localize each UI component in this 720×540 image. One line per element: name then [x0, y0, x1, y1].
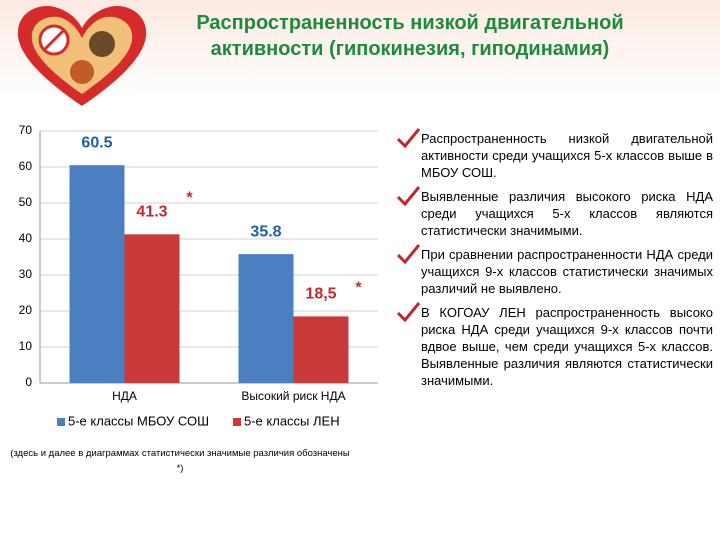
x-tick-label: Высокий риск НДА — [241, 389, 345, 403]
bullet: В КОГОАУ ЛЕН распространенность высоко р… — [395, 302, 713, 389]
legend-swatch — [233, 418, 241, 426]
bullet-text: При сравнении распространенности НДА сре… — [421, 247, 713, 296]
check-icon — [396, 302, 421, 323]
legend-label: 5-е классы МБОУ СОШ — [68, 413, 209, 428]
check-icon — [396, 244, 421, 265]
y-tick-label: 40 — [19, 231, 33, 245]
y-tick-label: 60 — [19, 159, 33, 173]
bar — [69, 165, 125, 383]
footnote: (здесь и далее в диаграммах статистическ… — [10, 448, 350, 474]
bullet: При сравнении распространенности НДА сре… — [395, 244, 713, 297]
value-label: 60.5 — [81, 134, 112, 151]
check-icon — [396, 186, 421, 207]
legend-swatch — [57, 418, 65, 426]
significance-mark: * — [355, 280, 362, 297]
y-tick-label: 0 — [25, 375, 32, 389]
bullet-list: Распространенность низкой двигательной а… — [395, 128, 713, 396]
check-icon — [396, 128, 421, 149]
y-tick-label: 20 — [19, 303, 33, 317]
chart: 0 10 20 30 40 50 60 70 НДА 60.5 41.3 * Высокий риск … — [19, 123, 378, 428]
bullet-text: Выявленные различия высокого риска НДА с… — [421, 189, 713, 238]
bullet-text: В КОГОАУ ЛЕН распространенность высоко р… — [421, 305, 713, 388]
legend-label: 5-е классы ЛЕН — [244, 413, 340, 428]
heart-logo — [17, 6, 147, 106]
bar — [293, 316, 349, 383]
value-label: 18,5 — [305, 286, 336, 303]
bullet-text: Распространенность низкой двигательной а… — [421, 131, 713, 180]
bar — [124, 234, 180, 383]
slide-title: Распространенность низкой двигательной а… — [196, 12, 624, 60]
significance-mark: * — [186, 190, 193, 207]
bullet: Выявленные различия высокого риска НДА с… — [395, 186, 713, 239]
y-tick-label: 70 — [19, 123, 33, 137]
y-tick-label: 30 — [19, 267, 33, 281]
y-tick-label: 50 — [19, 195, 33, 209]
x-tick-label: НДА — [112, 389, 137, 403]
value-label: 41.3 — [136, 204, 167, 221]
bar — [238, 254, 294, 383]
bullet: Распространенность низкой двигательной а… — [395, 128, 713, 181]
y-tick-label: 10 — [19, 339, 33, 353]
value-label: 35.8 — [250, 223, 281, 240]
